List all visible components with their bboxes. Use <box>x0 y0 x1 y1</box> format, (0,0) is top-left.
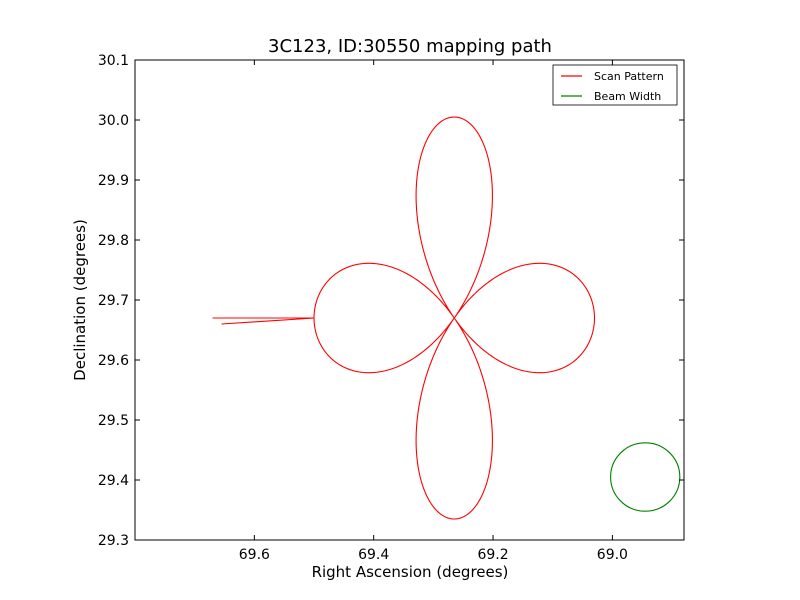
legend-label-scan-pattern: Scan Pattern <box>594 70 664 83</box>
scan-pattern-line <box>212 116 596 520</box>
plot-area <box>134 59 685 541</box>
x-tick-label: 69.6 <box>239 547 270 563</box>
y-tick-label: 29.5 <box>98 413 129 429</box>
y-tick-label: 29.4 <box>98 473 129 489</box>
legend: Scan Pattern Beam Width <box>552 64 678 106</box>
y-tick-label: 29.8 <box>98 233 129 249</box>
beam-width-circle <box>610 442 681 512</box>
y-tick-label: 29.3 <box>98 533 129 549</box>
x-tick-label: 69.2 <box>477 547 508 563</box>
y-axis: 29.3 29.4 29.5 29.6 29.7 29.8 29.9 30.0 30.1 <box>98 53 684 549</box>
y-tick-label: 29.7 <box>98 293 129 309</box>
x-axis-label: Right Ascension (degrees) <box>312 563 509 581</box>
chart-title: 3C123, ID:30550 mapping path <box>268 36 552 57</box>
x-axis: 69.6 69.4 69.2 69.0 <box>239 60 628 563</box>
y-axis-label: Declination (degrees) <box>71 219 89 381</box>
x-tick-label: 69.4 <box>358 547 389 563</box>
series-layer <box>212 116 681 520</box>
y-tick-label: 29.6 <box>98 353 129 369</box>
x-tick-label: 69.0 <box>597 547 628 563</box>
plot-background <box>135 60 684 540</box>
y-tick-label: 30.0 <box>98 113 129 129</box>
y-tick-label: 29.9 <box>98 173 129 189</box>
y-tick-label: 30.1 <box>98 53 129 69</box>
legend-box <box>552 64 678 106</box>
legend-label-beam-width: Beam Width <box>594 90 661 103</box>
